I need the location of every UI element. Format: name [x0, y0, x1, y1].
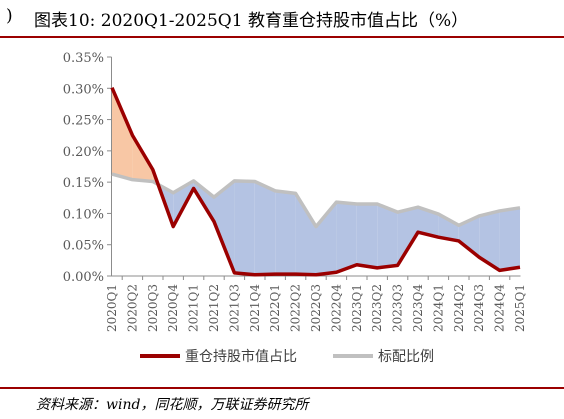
fill-layer	[112, 87, 520, 275]
x-tick-label: 2023Q3	[391, 284, 405, 332]
underweight-area	[356, 204, 378, 268]
y-tick-label: 0.10%	[63, 207, 104, 222]
x-tick-label: 2024Q4	[493, 284, 507, 332]
y-tick-label: 0.00%	[63, 270, 104, 285]
overweight-area	[112, 87, 133, 180]
x-tick-label: 2022Q3	[309, 284, 323, 332]
underweight-area	[275, 190, 296, 275]
y-tick-label: 0.30%	[63, 82, 104, 97]
x-tick-label: 2022Q4	[329, 284, 343, 332]
underweight-area	[377, 204, 398, 268]
chart-svg: 0.00% 0.05% 0.10% 0.15% 0.20% 0.25% 0.30% 0.35%…	[63, 51, 527, 365]
x-tick-label: 2022Q1	[268, 284, 282, 332]
x-tick-label: 2023Q2	[370, 284, 384, 332]
title-rule	[0, 36, 564, 38]
x-tick-label: 2025Q1	[513, 284, 527, 332]
legend: 重仓持股市值占比 标配比例	[140, 348, 434, 365]
underweight-area	[499, 207, 520, 271]
underweight-area	[316, 202, 337, 275]
y-tick-label: 0.15%	[63, 176, 104, 191]
x-tick-label: 2021Q4	[248, 284, 262, 332]
bottom-rule	[0, 387, 564, 389]
underweight-area	[336, 202, 357, 273]
underweight-area	[458, 215, 480, 258]
x-tick-label: 2024Q2	[452, 284, 466, 332]
underweight-area	[418, 207, 439, 238]
x-tick-label: 2023Q1	[350, 284, 364, 332]
y-tick-label: 0.35%	[63, 51, 104, 66]
chart-area: 0.00% 0.05% 0.10% 0.15% 0.20% 0.25% 0.30% 0.35%…	[0, 38, 564, 378]
line-layer	[110, 86, 521, 277]
x-tick-label: 2020Q2	[125, 284, 139, 332]
tick-layer: 0.00% 0.05% 0.10% 0.15% 0.20% 0.25% 0.30% 0.35%…	[63, 51, 527, 332]
y-tick-label: 0.25%	[63, 114, 104, 129]
x-tick-label: 2021Q2	[207, 284, 221, 332]
x-tick-label: 2024Q1	[431, 284, 445, 332]
legend-label-holding: 重仓持股市值占比	[185, 348, 297, 365]
y-tick-label: 0.05%	[63, 239, 104, 254]
x-tick-label: 2023Q4	[411, 284, 425, 332]
series-line-benchmark	[111, 172, 521, 229]
title-mark: )	[6, 6, 13, 26]
source-note: 资料来源：wind，同花顺，万联证券研究所	[36, 397, 309, 413]
x-tick-label: 2021Q1	[187, 284, 201, 332]
underweight-area	[234, 180, 255, 275]
underweight-area	[214, 180, 235, 273]
title-bar: ) 图表10: 2020Q1-2025Q1 教育重仓持股市值占比（%）	[0, 0, 564, 38]
y-tick-label: 0.20%	[63, 145, 104, 160]
underweight-area	[479, 210, 500, 271]
underweight-area	[397, 207, 418, 266]
underweight-area	[295, 193, 316, 275]
series-line-holding	[110, 86, 521, 277]
chart-title: 图表10: 2020Q1-2025Q1 教育重仓持股市值占比（%）	[34, 11, 469, 31]
x-tick-label: 2020Q1	[105, 284, 119, 332]
legend-label-benchmark: 标配比例	[378, 349, 434, 365]
underweight-area	[254, 181, 276, 275]
x-tick-label: 2020Q4	[166, 284, 180, 332]
x-tick-label: 2021Q3	[227, 284, 241, 332]
x-tick-label: 2020Q3	[146, 284, 160, 332]
x-tick-label: 2024Q3	[472, 284, 486, 332]
x-tick-label: 2022Q2	[289, 284, 303, 332]
underweight-area	[438, 214, 459, 241]
